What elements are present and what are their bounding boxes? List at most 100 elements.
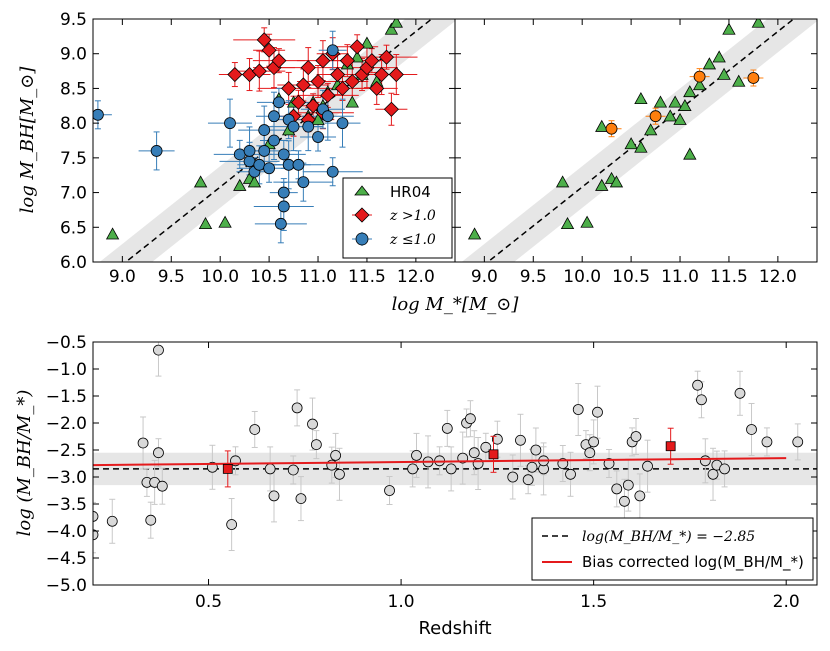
y-tick-label: 6.0 [60, 253, 87, 273]
ratio-point [330, 449, 342, 461]
hr04-point [193, 175, 208, 188]
ratio-point [699, 455, 711, 467]
hr04-point [560, 216, 575, 230]
z-low-point [312, 131, 324, 143]
hr04-point [683, 147, 697, 160]
ratio-point [522, 474, 534, 486]
z-high-point [378, 49, 395, 65]
ratio-point [707, 468, 719, 480]
hr04-point [105, 227, 120, 240]
hr04-point [692, 78, 707, 91]
x-tick-label: 10.5 [250, 267, 288, 287]
ratio-point [611, 483, 623, 495]
z-high-point [320, 87, 336, 103]
ratio-point [295, 493, 307, 505]
ratio-point [264, 463, 276, 475]
x-tick-label: 1.0 [388, 592, 415, 612]
z-high-point [295, 77, 311, 93]
ratio-point [622, 479, 634, 491]
hr04-point [683, 85, 697, 98]
panel-frame [92, 341, 818, 586]
hr04-point [384, 22, 399, 35]
ratio-point [153, 447, 164, 459]
z-high-point [374, 66, 390, 83]
z-high-point [388, 66, 404, 83]
hr04-point [634, 92, 648, 105]
legend-diamond-icon [354, 207, 370, 223]
ratio-point [137, 437, 149, 449]
z-low-point [292, 158, 305, 171]
z-high-point [334, 80, 351, 96]
ratio-point [480, 441, 492, 453]
ratio-point [307, 418, 318, 430]
z-low-point [321, 110, 334, 123]
binned-point [605, 122, 618, 135]
panel-frame [454, 18, 818, 263]
ratio-point [584, 447, 596, 459]
z-high-point [290, 94, 307, 110]
ratio-point [565, 468, 576, 480]
hr04-point [609, 175, 624, 188]
ratio-point [515, 434, 526, 446]
panel-bottom: 0.5 1.0 1.5 2.0 −0.5 −1.0 −1.5 −2.0 −2.5 −3.0 −3.… [46, 333, 818, 612]
binned-point [693, 70, 706, 83]
panel-top-right: 9.0 9.5 10.0 10.5 11.0 11.5 12.0 [454, 18, 818, 287]
ratio-point [156, 480, 168, 492]
ratio-point [719, 463, 730, 475]
z-high-point [310, 73, 326, 90]
hr04-point [673, 112, 687, 125]
z-low-point [272, 96, 285, 109]
ratio-point [592, 406, 603, 418]
corrected-point [665, 441, 676, 452]
hr04-point [467, 227, 482, 240]
x-tick-label: 9.0 [471, 267, 498, 287]
y-tick-label: 8.5 [60, 79, 87, 99]
bottom-xlabel: Redshift [418, 618, 491, 639]
ratio-point [530, 444, 542, 456]
hr04-point [732, 74, 746, 87]
z-low-point [268, 110, 280, 123]
hr04-point [722, 22, 736, 35]
hr04-point [345, 95, 359, 108]
panel-top-left: 9.0 9.5 10.0 10.5 11.0 11.5 12.0 6.0 6.5 7.0 7.5 8… [60, 10, 817, 287]
x-tick-label: 10.5 [612, 267, 650, 287]
ratio-point [441, 422, 453, 434]
z-low-point [302, 120, 315, 133]
x-tick-label: 9.5 [158, 267, 185, 287]
z-low-point [268, 134, 280, 147]
ratio-point [642, 460, 653, 472]
y-tick-label: 8.0 [60, 114, 87, 134]
x-tick-label: 10.0 [201, 267, 239, 287]
ratio-point [792, 436, 804, 448]
hr04-point [678, 98, 692, 111]
z-low-point [277, 148, 290, 161]
hr04-point [247, 175, 262, 188]
z-low-point [326, 44, 339, 57]
binned-point [747, 72, 760, 84]
y-tick-label: −2.5 [46, 441, 87, 461]
hr04-point [218, 215, 232, 228]
hr04-point [702, 57, 717, 70]
ratio-point [445, 463, 457, 475]
ratio-point [634, 490, 646, 502]
y-tick-label: −4.0 [46, 522, 87, 542]
z-low-point [263, 162, 276, 175]
x-tick-label: 2.0 [773, 592, 800, 612]
z-low-point [243, 155, 256, 168]
hr04-point [643, 123, 658, 136]
legend-bias-corrected: Bias corrected log(M_BH/M_*) [582, 553, 804, 572]
ratio-point [603, 458, 615, 469]
bottom-ylabel: log (M_BH/M_*) [14, 390, 35, 537]
y-tick-label: 6.5 [60, 218, 87, 238]
z-low-point [297, 176, 310, 189]
ratio-point [526, 461, 538, 473]
ratio-point [291, 402, 303, 414]
hr04-point [389, 19, 403, 28]
z-high-point [271, 53, 287, 69]
x-tick-label: 11.0 [299, 267, 337, 287]
legend-triangle-icon [354, 185, 370, 196]
ratio-point [468, 447, 480, 459]
z-low-point [277, 200, 290, 213]
y-tick-label: −1.5 [46, 387, 87, 407]
